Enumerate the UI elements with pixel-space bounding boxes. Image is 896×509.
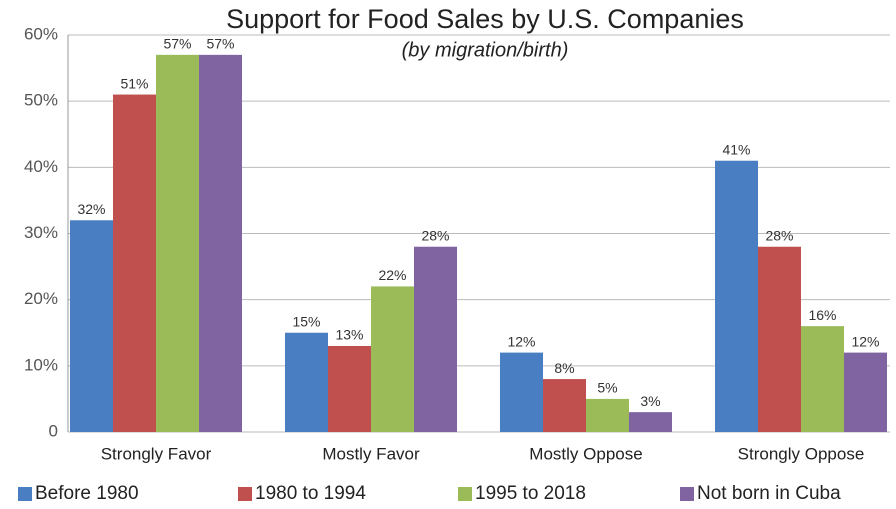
value-label: 32%: [77, 201, 105, 217]
bar: [844, 352, 887, 432]
value-label: 57%: [163, 36, 191, 52]
y-tick-label: 50%: [24, 91, 58, 110]
value-label: 28%: [765, 227, 793, 243]
bar: [801, 326, 844, 432]
legend-swatch: [238, 487, 252, 501]
bar: [156, 54, 199, 432]
bar: [371, 286, 414, 432]
value-label: 41%: [722, 141, 750, 157]
bar: [70, 220, 113, 432]
value-label: 22%: [378, 267, 406, 283]
value-label: 12%: [507, 333, 535, 349]
value-label: 57%: [206, 36, 234, 52]
legend-label: Before 1980: [35, 483, 139, 504]
bar: [586, 398, 629, 432]
bar: [113, 94, 156, 433]
value-label: 28%: [421, 227, 449, 243]
legend-swatch: [680, 487, 694, 501]
value-label: 12%: [851, 333, 879, 349]
bar: [285, 332, 328, 432]
bar: [199, 54, 242, 432]
bar: [629, 412, 672, 432]
bar: [414, 246, 457, 432]
bar: [328, 345, 371, 432]
bar: [500, 352, 543, 432]
value-label: 5%: [597, 380, 617, 396]
x-tick-label: Strongly Favor: [101, 444, 212, 463]
y-tick-label: 0: [49, 421, 58, 440]
legend-label: Not born in Cuba: [697, 483, 841, 504]
bar: [715, 160, 758, 432]
bar: [758, 246, 801, 432]
y-tick-label: 30%: [24, 223, 58, 242]
legend-label: 1980 to 1994: [255, 483, 366, 504]
value-label: 15%: [292, 313, 320, 329]
chart-subtitle: (by migration/birth): [402, 39, 569, 61]
value-label: 51%: [120, 75, 148, 91]
value-label: 3%: [640, 393, 660, 409]
legend-swatch: [458, 487, 472, 501]
legend-swatch: [18, 487, 32, 501]
y-tick-label: 20%: [24, 289, 58, 308]
x-tick-label: Strongly Oppose: [738, 444, 865, 463]
value-label: 8%: [554, 360, 574, 376]
value-label: 16%: [808, 307, 836, 323]
value-label: 13%: [335, 327, 363, 343]
bar: [543, 379, 586, 432]
legend-label: 1995 to 2018: [475, 483, 586, 504]
y-tick-label: 10%: [24, 355, 58, 374]
chart-title: Support for Food Sales by U.S. Companies: [226, 4, 744, 34]
x-tick-label: Mostly Favor: [322, 444, 420, 463]
y-tick-label: 60%: [24, 24, 58, 43]
x-tick-label: Mostly Oppose: [529, 444, 642, 463]
y-tick-label: 40%: [24, 157, 58, 176]
